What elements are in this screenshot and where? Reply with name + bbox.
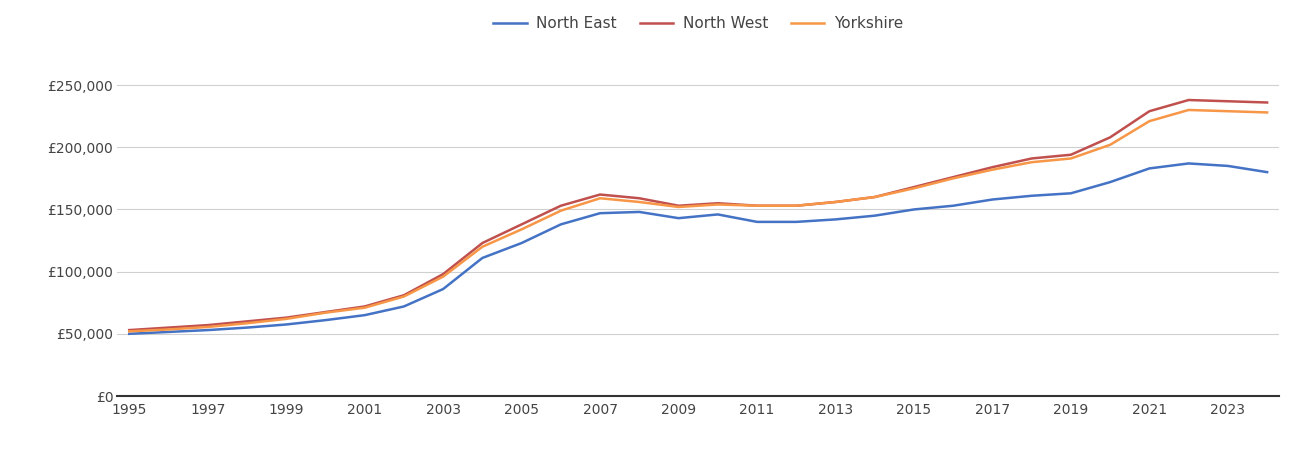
North East — [985, 197, 1001, 202]
North West — [1181, 97, 1197, 103]
North East — [475, 255, 491, 261]
North East — [1024, 193, 1040, 198]
Yorkshire — [161, 327, 176, 332]
Yorkshire — [592, 196, 608, 201]
Yorkshire — [671, 204, 686, 210]
Yorkshire — [553, 208, 569, 213]
North West — [710, 201, 726, 206]
North West — [867, 194, 882, 200]
Legend: North East, North West, Yorkshire: North East, North West, Yorkshire — [487, 10, 910, 37]
North West — [1259, 100, 1275, 105]
North West — [475, 240, 491, 246]
Yorkshire — [1142, 118, 1158, 124]
Yorkshire — [1181, 107, 1197, 112]
North West — [514, 222, 530, 227]
Line: Yorkshire: Yorkshire — [129, 110, 1267, 331]
Yorkshire — [632, 199, 647, 205]
Yorkshire — [749, 203, 765, 208]
Yorkshire — [278, 316, 294, 322]
North East — [592, 211, 608, 216]
North West — [553, 203, 569, 208]
North West — [121, 328, 137, 333]
North East — [239, 325, 254, 330]
Yorkshire — [1259, 110, 1275, 115]
North West — [1064, 152, 1079, 158]
North West — [317, 309, 333, 315]
North East — [632, 209, 647, 215]
North West — [985, 164, 1001, 170]
Line: North West: North West — [129, 100, 1267, 330]
North West — [906, 184, 921, 190]
North East — [1103, 180, 1118, 185]
North East — [278, 322, 294, 327]
Yorkshire — [945, 176, 960, 181]
North East — [671, 216, 686, 221]
Yorkshire — [788, 203, 804, 208]
North East — [1181, 161, 1197, 166]
North West — [827, 199, 843, 205]
North West — [788, 203, 804, 208]
North East — [161, 329, 176, 335]
North West — [200, 322, 215, 328]
North West — [945, 175, 960, 180]
North East — [710, 212, 726, 217]
North West — [1024, 156, 1040, 161]
Yorkshire — [356, 305, 372, 310]
Yorkshire — [906, 185, 921, 191]
North West — [1103, 135, 1118, 140]
North East — [356, 312, 372, 318]
North East — [200, 328, 215, 333]
North West — [239, 319, 254, 324]
North West — [395, 292, 411, 298]
North West — [356, 304, 372, 309]
North East — [1064, 191, 1079, 196]
Yorkshire — [436, 274, 452, 279]
North East — [1259, 170, 1275, 175]
North East — [827, 217, 843, 222]
North East — [749, 219, 765, 225]
Yorkshire — [121, 328, 137, 334]
North East — [906, 207, 921, 212]
North West — [1142, 108, 1158, 114]
North East — [1142, 166, 1158, 171]
North West — [278, 315, 294, 320]
North East — [395, 304, 411, 309]
Line: North East: North East — [129, 163, 1267, 334]
Yorkshire — [827, 199, 843, 205]
North West — [671, 203, 686, 208]
North West — [436, 271, 452, 277]
Yorkshire — [475, 244, 491, 249]
Yorkshire — [985, 167, 1001, 172]
North East — [553, 222, 569, 227]
North West — [1220, 99, 1236, 104]
North East — [514, 240, 530, 246]
Yorkshire — [1064, 156, 1079, 161]
North East — [867, 213, 882, 218]
Yorkshire — [514, 227, 530, 232]
North West — [749, 203, 765, 208]
Yorkshire — [317, 310, 333, 315]
Yorkshire — [710, 202, 726, 207]
North East — [945, 203, 960, 208]
Yorkshire — [1220, 108, 1236, 114]
Yorkshire — [867, 194, 882, 200]
North East — [121, 331, 137, 337]
North East — [317, 317, 333, 323]
Yorkshire — [239, 320, 254, 326]
North East — [788, 219, 804, 225]
Yorkshire — [1024, 159, 1040, 165]
North West — [592, 192, 608, 197]
Yorkshire — [200, 324, 215, 330]
North West — [161, 325, 176, 330]
North East — [436, 286, 452, 292]
Yorkshire — [1103, 142, 1118, 148]
North East — [1220, 163, 1236, 169]
Yorkshire — [395, 294, 411, 299]
North West — [632, 196, 647, 201]
